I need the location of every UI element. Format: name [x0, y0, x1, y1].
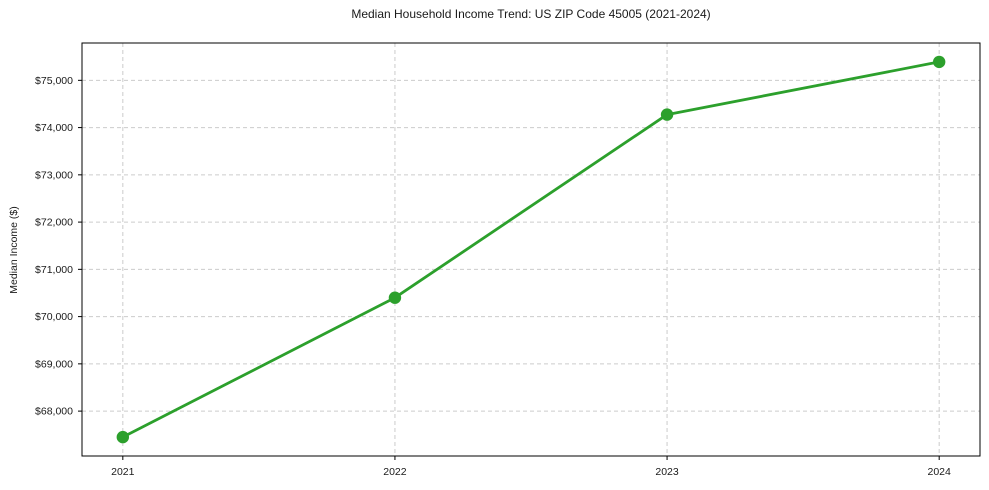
y-tick-label: $74,000 — [35, 122, 73, 134]
chart-title: Median Household Income Trend: US ZIP Co… — [351, 7, 711, 21]
y-tick-label: $70,000 — [35, 311, 73, 323]
x-tick-label: 2024 — [928, 466, 952, 478]
y-tick-label: $68,000 — [35, 406, 73, 418]
data-point-marker — [388, 291, 402, 304]
income-trend-line — [121, 60, 941, 439]
y-tick-label: $75,000 — [35, 75, 73, 87]
data-point-marker — [116, 430, 130, 444]
y-tick-label: $72,000 — [35, 217, 73, 229]
y-tick-label: $71,000 — [35, 264, 73, 276]
x-tick-label: 2022 — [383, 466, 407, 478]
x-tick-label: 2023 — [655, 466, 679, 478]
data-point-marker — [932, 55, 946, 69]
plot-border — [81, 42, 981, 457]
y-tick-label: $73,000 — [35, 169, 73, 181]
x-tick-label: 2021 — [111, 466, 135, 478]
y-tick-label: $69,000 — [35, 358, 73, 370]
data-point-marker — [660, 108, 674, 121]
